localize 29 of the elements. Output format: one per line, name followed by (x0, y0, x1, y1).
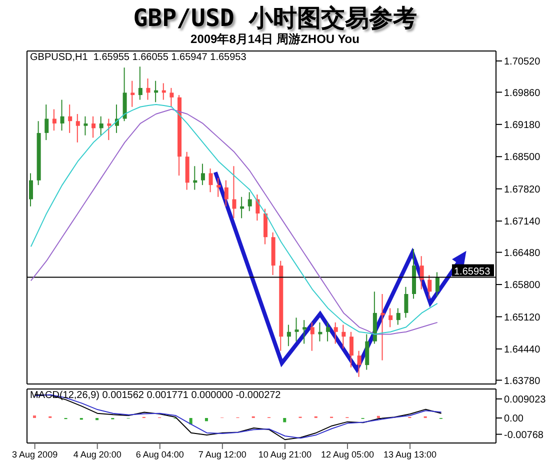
annotation: GBPUSD,H1 1.65955 1.66055 1.65947 1.65953 (30, 52, 246, 63)
candlestick (294, 318, 299, 342)
chart-subtitle: 2009年8月14日 周游ZHOU You (190, 31, 360, 48)
chart-title: GBP/USD 小时图交易参考 (132, 3, 418, 33)
y-tick-label: 0.00 (504, 414, 524, 425)
y-tick-label: 1.64440 (504, 344, 541, 356)
x-tick-label: 3 Aug 2009 (12, 449, 58, 460)
y-tick-label: 1.69860 (504, 88, 541, 99)
y-tick-label: 1.70520 (504, 56, 541, 68)
x-tick-label: 4 Aug 20:00 (73, 449, 122, 460)
x-tick-label: 10 Aug 21:00 (258, 449, 312, 460)
candlestick (380, 294, 385, 360)
x-tick-label: 6 Aug 04:00 (136, 449, 184, 460)
x-tick-label: 12 Aug 05:00 (320, 449, 374, 460)
y-tick-label: -0.00768 (504, 430, 544, 441)
y-tick-label: 1.67140 (504, 216, 541, 228)
ref-line-label: 1.65953 (454, 266, 491, 278)
y-tick-label: 0.009023 (504, 394, 546, 406)
y-tick-label: 1.69180 (504, 120, 541, 131)
y-tick-label: 1.66480 (504, 248, 541, 259)
y-tick-label: 1.67820 (504, 184, 541, 196)
x-tick-label: 13 Aug 13:00 (383, 449, 437, 460)
y-tick-label: 1.68500 (504, 152, 541, 164)
candlestick (130, 80, 135, 107)
annotation: MACD(12,26,9) 0.001562 0.001771 0.000000 -0.000272 (30, 390, 281, 401)
y-tick-label: 1.63780 (504, 376, 541, 387)
y-tick-label: 1.65120 (504, 312, 541, 324)
x-tick-label: 7 Aug 12:00 (198, 449, 246, 460)
y-tick-label: 1.65800 (504, 280, 541, 292)
